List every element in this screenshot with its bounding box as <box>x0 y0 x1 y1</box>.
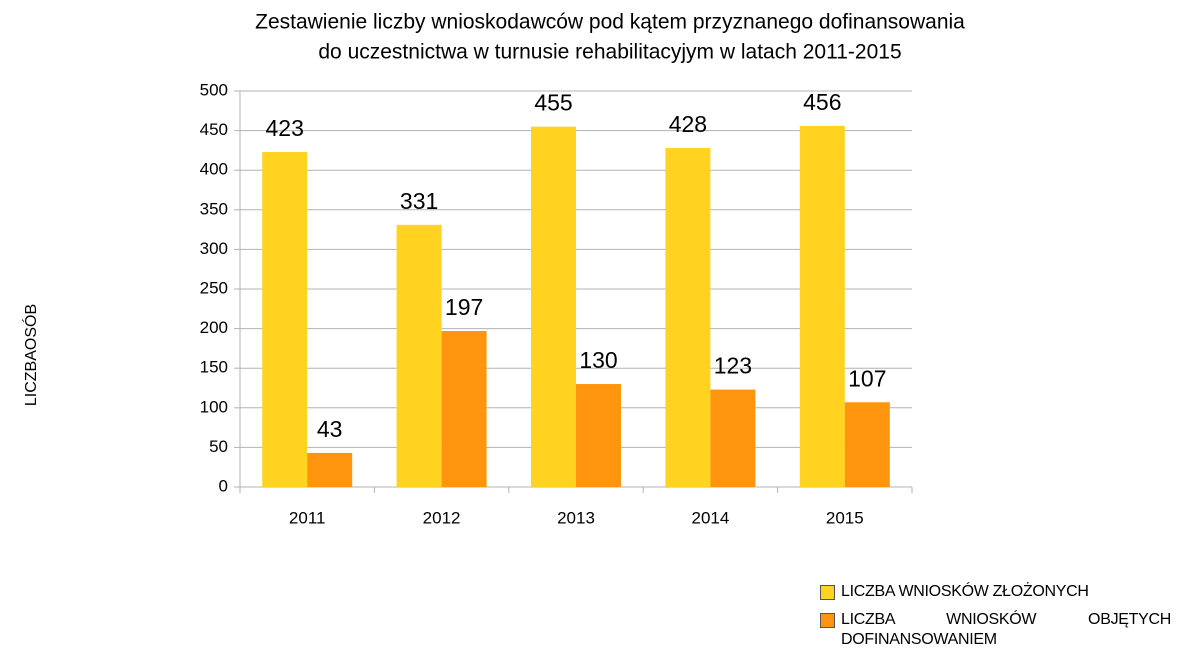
y-axis-label: LICZBAOSÓB <box>21 304 40 406</box>
data-label: 107 <box>848 365 886 391</box>
x-tick-label: 2014 <box>691 508 729 527</box>
y-tick-label: 400 <box>200 160 228 179</box>
x-tick-label: 2013 <box>557 508 595 527</box>
y-tick-label: 350 <box>200 199 228 218</box>
data-label: 423 <box>266 115 304 141</box>
y-tick-label: 200 <box>200 318 228 337</box>
legend-label: LICZBA WNIOSKÓW OBJĘTYCH DOFINANSOWANIEM <box>841 611 1171 648</box>
bar <box>710 389 756 487</box>
bar <box>844 402 890 487</box>
x-tick-label: 2015 <box>826 508 864 527</box>
data-label: 331 <box>400 188 438 214</box>
legend-item: LICZBA WNIOSKÓW ZŁOŻONYCH <box>820 582 1180 602</box>
legend-swatch <box>820 613 835 628</box>
bar <box>665 148 711 488</box>
data-label: 456 <box>803 89 841 115</box>
legend-swatch <box>820 585 835 600</box>
data-label: 43 <box>317 416 343 442</box>
bar <box>799 125 845 488</box>
data-label: 130 <box>579 347 617 373</box>
data-label: 455 <box>534 90 572 116</box>
y-tick-label: 150 <box>200 358 228 377</box>
x-tick-label: 2011 <box>289 508 326 527</box>
chart-title: Zestawienie liczby wnioskodawców pod kąt… <box>255 11 965 34</box>
data-label: 123 <box>714 353 752 379</box>
legend: LICZBA WNIOSKÓW ZŁOŻONYCH LICZBA WNIOSKÓW… <box>820 582 1180 658</box>
legend-item: LICZBA WNIOSKÓW OBJĘTYCH DOFINANSOWANIEM <box>820 610 1180 650</box>
y-tick-label: 450 <box>200 120 228 139</box>
data-label: 197 <box>445 294 483 320</box>
y-tick-label: 500 <box>200 80 228 99</box>
y-tick-label: 100 <box>200 397 228 416</box>
x-tick-label: 2012 <box>423 508 461 527</box>
bar <box>307 452 353 487</box>
bar <box>531 126 576 487</box>
data-label: 428 <box>669 111 707 137</box>
y-tick-label: 300 <box>200 239 228 258</box>
legend-label: LICZBA WNIOSKÓW ZŁOŻONYCH <box>841 583 1089 600</box>
y-tick-label: 0 <box>219 476 228 495</box>
y-tick-label: 250 <box>200 278 228 297</box>
chart-title: do uczestnictwa w turnusie rehabilitacyj… <box>318 41 901 64</box>
bar <box>396 224 442 487</box>
y-tick-label: 50 <box>209 437 228 456</box>
bar <box>262 151 308 487</box>
bar <box>576 384 621 487</box>
bar <box>441 330 487 487</box>
